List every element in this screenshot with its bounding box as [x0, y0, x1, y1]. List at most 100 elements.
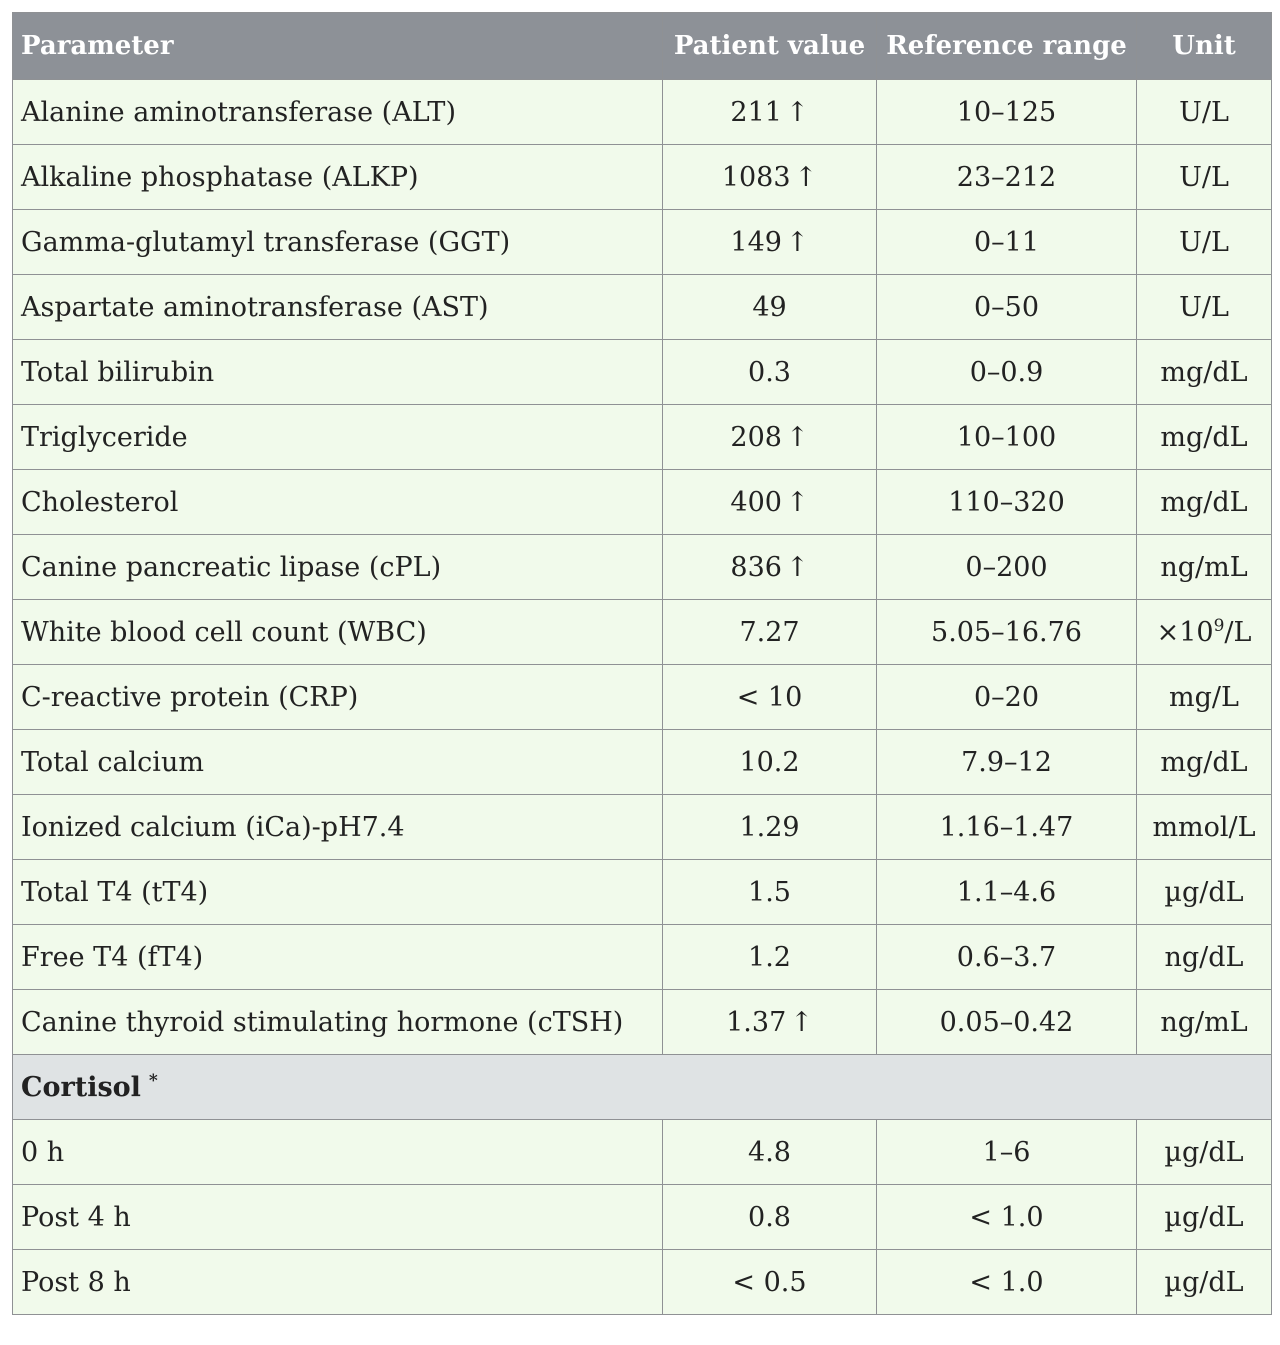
- parameter-cell: C-reactive protein (CRP): [12, 664, 663, 730]
- table-row: White blood cell count (WBC) 7.27 5.05–16.…: [12, 599, 1272, 665]
- unit-cell: mg/dL: [1136, 339, 1272, 405]
- patient-value-cell: 211 ↑: [662, 79, 877, 145]
- table-header: Parameter Patient value Reference range …: [12, 12, 1272, 80]
- patient-value: 0.3: [748, 356, 791, 388]
- parameter-cell: Canine thyroid stimulating hormone (cTSH…: [12, 989, 663, 1055]
- table-row: Canine thyroid stimulating hormone (cTSH…: [12, 989, 1272, 1055]
- reference-range-cell: 10–125: [876, 79, 1137, 145]
- patient-value-cell: 0.8: [662, 1184, 877, 1250]
- parameter-cell: Triglyceride: [12, 404, 663, 470]
- parameter-cell: Aspartate aminotransferase (AST): [12, 274, 663, 340]
- unit-cell: ng/mL: [1136, 989, 1272, 1055]
- unit-text: mg/dL: [1160, 746, 1248, 778]
- unit-cell: ng/mL: [1136, 534, 1272, 600]
- unit-cell: µg/dL: [1136, 1184, 1272, 1250]
- parameter-cell: Gamma-glutamyl transferase (GGT): [12, 209, 663, 275]
- reference-range-cell: 110–320: [876, 469, 1137, 535]
- table-row: C-reactive protein (CRP) < 10 0–20 mg/L: [12, 664, 1272, 730]
- unit-text: ng/mL: [1160, 551, 1248, 583]
- patient-value: 208: [730, 421, 782, 453]
- patient-value-cell: 1.37 ↑: [662, 989, 877, 1055]
- table-row: Total T4 (tT4) 1.5 1.1–4.6 µg/dL: [12, 859, 1272, 925]
- table-row: Aspartate aminotransferase (AST) 49 0–50 U/…: [12, 274, 1272, 340]
- parameter-cell: Ionized calcium (iCa)-pH7.4: [12, 794, 663, 860]
- table-row: Canine pancreatic lipase (cPL) 836 ↑ 0–200 n…: [12, 534, 1272, 600]
- unit-cell: U/L: [1136, 274, 1272, 340]
- patient-value-cell: < 10: [662, 664, 877, 730]
- unit-text: mmol/L: [1152, 811, 1256, 843]
- reference-range-cell: 10–100: [876, 404, 1137, 470]
- header-unit: Unit: [1136, 12, 1272, 80]
- table-row: Triglyceride 208 ↑ 10–100 mg/dL: [12, 404, 1272, 470]
- header-row: Parameter Patient value Reference range …: [12, 12, 1272, 80]
- reference-range-cell: 0–50: [876, 274, 1137, 340]
- unit-suffix: /L: [1224, 616, 1252, 648]
- patient-value-cell: 1083 ↑: [662, 144, 877, 210]
- reference-range-cell: 0–11: [876, 209, 1137, 275]
- unit-text: mg/dL: [1160, 356, 1248, 388]
- parameter-cell: Total calcium: [12, 729, 663, 795]
- unit-cell: ng/dL: [1136, 924, 1272, 990]
- patient-value-cell: 4.8: [662, 1119, 877, 1185]
- unit-cell: µg/dL: [1136, 859, 1272, 925]
- reference-range-cell: 1.1–4.6: [876, 859, 1137, 925]
- unit-cell: µg/dL: [1136, 1249, 1272, 1315]
- patient-value-cell: 1.29: [662, 794, 877, 860]
- unit-cell: mmol/L: [1136, 794, 1272, 860]
- reference-range-cell: 0–20: [876, 664, 1137, 730]
- table-row: Free T4 (fT4) 1.2 0.6–3.7 ng/dL: [12, 924, 1272, 990]
- parameter-cell: Cholesterol: [12, 469, 663, 535]
- parameter-cell: White blood cell count (WBC): [12, 599, 663, 665]
- reference-range-cell: 0.6–3.7: [876, 924, 1137, 990]
- unit-text: U/L: [1179, 161, 1229, 193]
- patient-value-cell: 49: [662, 274, 877, 340]
- lab-results-table: Parameter Patient value Reference range …: [12, 12, 1272, 1315]
- unit-cell: U/L: [1136, 79, 1272, 145]
- table-row: Post 4 h 0.8 < 1.0 µg/dL: [12, 1184, 1272, 1250]
- parameter-cell: Canine pancreatic lipase (cPL): [12, 534, 663, 600]
- unit-text: U/L: [1179, 226, 1229, 258]
- patient-value-cell: < 0.5: [662, 1249, 877, 1315]
- unit-cell: U/L: [1136, 144, 1272, 210]
- section-header-cell: Cortisol *: [12, 1054, 1272, 1120]
- unit-cell: U/L: [1136, 209, 1272, 275]
- patient-value: 1.2: [748, 941, 791, 973]
- parameter-cell: 0 h: [12, 1119, 663, 1185]
- patient-value: 1.29: [739, 811, 800, 843]
- unit-text: µg/dL: [1164, 1266, 1244, 1298]
- reference-range-cell: 23–212: [876, 144, 1137, 210]
- patient-value-cell: 400 ↑: [662, 469, 877, 535]
- header-parameter: Parameter: [12, 12, 663, 80]
- patient-value: 1.5: [748, 876, 791, 908]
- patient-value: 0.8: [748, 1201, 791, 1233]
- patient-value: 400: [730, 486, 782, 518]
- reference-range-cell: 1–6: [876, 1119, 1137, 1185]
- patient-value-cell: 149 ↑: [662, 209, 877, 275]
- arrow-up-icon: ↑: [785, 421, 809, 453]
- parameter-cell: Post 8 h: [12, 1249, 663, 1315]
- table-row: Alanine aminotransferase (ALT) 211 ↑ 10–125…: [12, 79, 1272, 145]
- patient-value: 49: [752, 291, 787, 323]
- reference-range-cell: 1.16–1.47: [876, 794, 1137, 860]
- unit-text: ng/mL: [1160, 1006, 1248, 1038]
- unit-cell: ×109/L: [1136, 599, 1272, 665]
- table-row: Alkaline phosphatase (ALKP) 1083 ↑ 23–212 U/…: [12, 144, 1272, 210]
- unit-text: mg/L: [1169, 681, 1239, 713]
- section-footnote-marker: *: [148, 1070, 158, 1091]
- patient-value: 1083: [721, 161, 791, 193]
- unit-text: mg/dL: [1160, 486, 1248, 518]
- patient-value: 211: [730, 96, 782, 128]
- table-row: Post 8 h < 0.5 < 1.0 µg/dL: [12, 1249, 1272, 1315]
- unit-text: ×10: [1156, 616, 1214, 648]
- patient-value-cell: 1.5: [662, 859, 877, 925]
- unit-cell: mg/dL: [1136, 729, 1272, 795]
- arrow-up-icon: ↑: [794, 161, 818, 193]
- patient-value: 7.27: [739, 616, 800, 648]
- section-row-cortisol: Cortisol *: [12, 1054, 1272, 1120]
- unit-cell: mg/L: [1136, 664, 1272, 730]
- parameter-cell: Post 4 h: [12, 1184, 663, 1250]
- header-reference-range: Reference range: [876, 12, 1137, 80]
- table-row: 0 h 4.8 1–6 µg/dL: [12, 1119, 1272, 1185]
- parameter-cell: Alanine aminotransferase (ALT): [12, 79, 663, 145]
- patient-value: 10.2: [739, 746, 800, 778]
